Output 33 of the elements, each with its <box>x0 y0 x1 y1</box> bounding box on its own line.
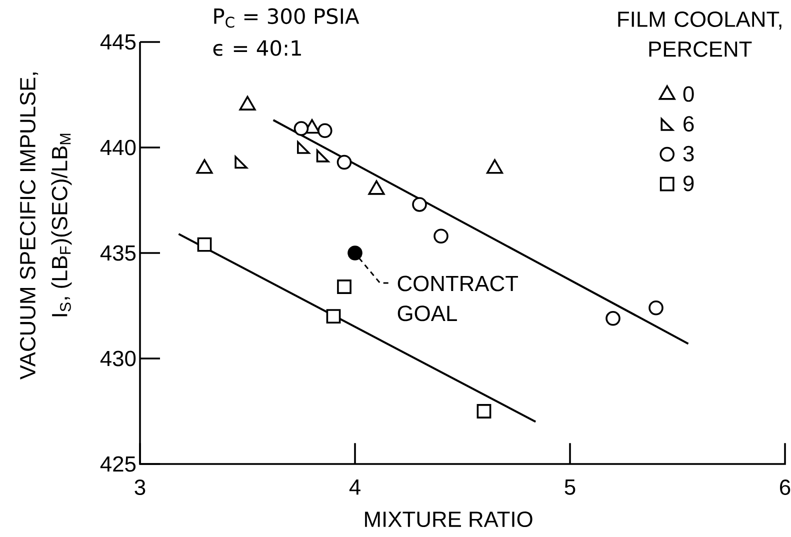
legend-label: 9 <box>684 176 694 192</box>
text: P$_{C}$ = 300 PSIA <box>214 8 360 28</box>
point <box>294 121 309 136</box>
legend-label: 0 <box>683 86 694 102</box>
point <box>318 123 332 138</box>
x-tick-label: 3 <box>134 480 146 496</box>
x-tick-label: 5 <box>564 480 576 495</box>
point <box>606 311 620 326</box>
point <box>326 309 341 324</box>
y-tick-label: 445 <box>100 34 136 50</box>
annotation: ϵ = 40:1 <box>213 40 301 56</box>
legend-title: FILM COOLANT, PERCENT <box>618 11 782 57</box>
point <box>316 150 330 162</box>
point <box>434 228 448 244</box>
annotation: CONTRACT GOAL <box>398 276 518 322</box>
y-tick-label: 435 <box>100 245 136 261</box>
x-tick-label: 4 <box>349 480 360 495</box>
point <box>648 300 664 316</box>
point <box>197 237 212 252</box>
point <box>348 246 362 260</box>
point <box>412 197 427 212</box>
legend-label: 6 <box>684 116 694 132</box>
point <box>336 154 352 170</box>
x-tick-label: 6 <box>780 480 790 496</box>
y-tick-label: 430 <box>100 350 136 366</box>
y-tick-label: 440 <box>100 140 136 156</box>
point <box>337 280 352 294</box>
point <box>297 141 310 154</box>
legend-label: 3 <box>683 146 694 162</box>
x-axis-title: MIXTURE RATIO <box>365 512 532 528</box>
point <box>234 156 248 169</box>
point <box>476 404 492 418</box>
y-tick-label: 425 <box>100 456 136 472</box>
